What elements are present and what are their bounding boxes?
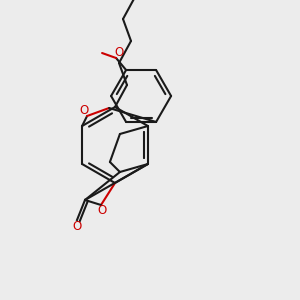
Text: O: O bbox=[72, 220, 82, 232]
Text: O: O bbox=[80, 104, 89, 118]
Text: O: O bbox=[115, 46, 124, 59]
Text: O: O bbox=[98, 205, 106, 218]
